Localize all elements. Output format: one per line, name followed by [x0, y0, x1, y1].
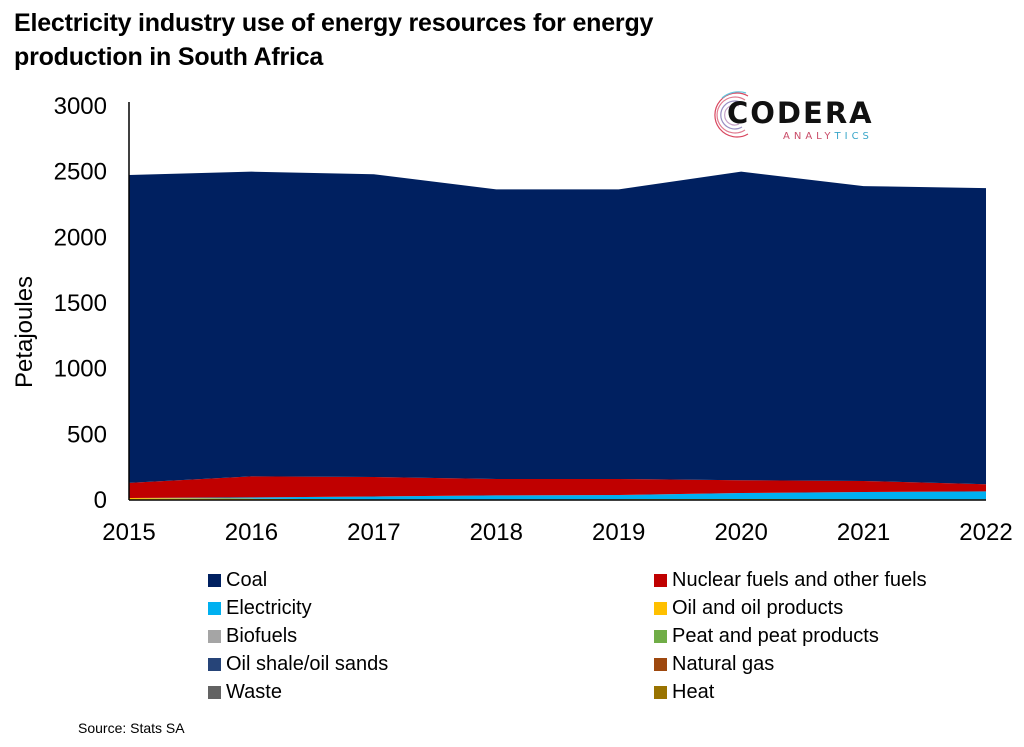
logo-subtitle-part: ANALY [783, 131, 835, 142]
source-note: Source: Stats SA [78, 720, 185, 736]
y-tick-label: 3000 [54, 93, 107, 120]
legend-label: Nuclear fuels and other fuels [672, 568, 927, 591]
legend-item-coal: Coal [208, 566, 654, 594]
y-tick-label: 0 [94, 487, 107, 514]
legend-item-waste: Waste [208, 678, 654, 706]
logo-wordmark: CODERA [727, 96, 874, 130]
legend-item-peat-and-peat-products: Peat and peat products [654, 622, 984, 650]
legend-swatch [208, 601, 221, 615]
legend-item-oil-shale-oil-sands: Oil shale/oil sands [208, 650, 654, 678]
y-tick-labels: 0 500 1000 1500 2000 2500 3000 [54, 93, 107, 514]
legend-swatch [654, 573, 667, 587]
legend-label: Waste [226, 680, 282, 703]
x-tick-label: 2020 [714, 519, 767, 546]
x-tick-label: 2021 [837, 519, 890, 546]
y-tick-label: 2000 [54, 224, 107, 251]
area-coal [129, 171, 986, 485]
x-tick-label: 2018 [470, 519, 523, 546]
codera-logo: CODERA ANALYTICS [708, 86, 888, 146]
legend-item-natural-gas: Natural gas [654, 650, 984, 678]
logo-subtitle: ANALYTICS [783, 131, 873, 142]
legend-swatch [208, 629, 221, 643]
x-tick-label: 2019 [592, 519, 645, 546]
area-nuclear-fuels-and-other-fuels [129, 476, 986, 499]
x-tick-label: 2022 [959, 519, 1012, 546]
legend-swatch [208, 657, 221, 671]
legend-item-heat: Heat [654, 678, 984, 706]
logo-subtitle-part: TICS [834, 131, 873, 142]
legend-item-electricity: Electricity [208, 594, 654, 622]
x-tick-labels: 2015 2016 2017 2018 2019 2020 2021 2022 [102, 519, 1012, 546]
chart-title: Electricity industry use of energy resou… [14, 9, 654, 71]
legend-swatch [208, 573, 221, 587]
legend-item-biofuels: Biofuels [208, 622, 654, 650]
legend-label: Peat and peat products [672, 624, 879, 647]
y-axis-label: Petajoules [11, 276, 38, 388]
legend-label: Biofuels [226, 624, 298, 647]
legend-label: Electricity [226, 596, 312, 619]
logo-mark-icon [714, 91, 749, 138]
y-tick-label: 1500 [54, 290, 107, 317]
legend: Coal Nuclear fuels and other fuels Electri… [208, 566, 988, 706]
area-layers [129, 171, 986, 500]
legend-swatch [654, 685, 667, 699]
legend-swatch [208, 685, 221, 699]
legend-swatch [654, 601, 667, 615]
y-tick-label: 500 [67, 421, 107, 448]
legend-label: Oil shale/oil sands [226, 652, 389, 675]
area-electricity [129, 491, 986, 500]
legend-label: Oil and oil products [672, 596, 844, 619]
legend-swatch [654, 629, 667, 643]
y-tick-label: 1000 [54, 356, 107, 383]
legend-swatch [654, 657, 667, 671]
legend-item-nuclear-fuels-and-other-fuels: Nuclear fuels and other fuels [654, 566, 984, 594]
legend-item-oil-and-oil-products: Oil and oil products [654, 594, 984, 622]
y-tick-label: 2500 [54, 159, 107, 186]
x-tick-label: 2015 [102, 519, 155, 546]
legend-label: Coal [226, 568, 268, 591]
legend-label: Natural gas [672, 652, 775, 675]
x-tick-label: 2017 [347, 519, 400, 546]
legend-label: Heat [672, 680, 715, 703]
x-tick-label: 2016 [225, 519, 278, 546]
